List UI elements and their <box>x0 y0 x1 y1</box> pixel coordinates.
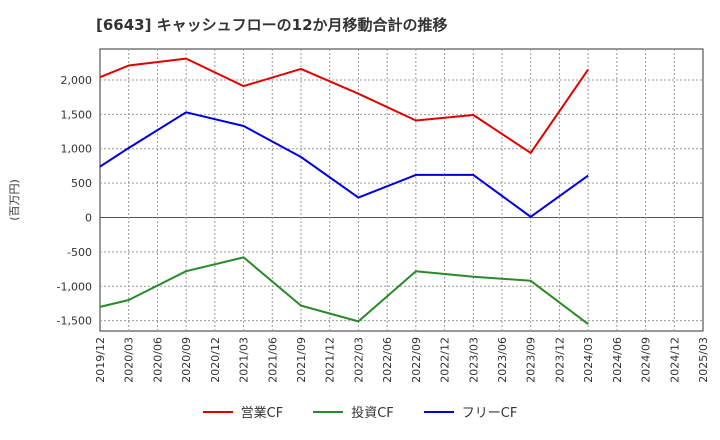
legend-label: 営業CF <box>240 406 284 421</box>
legend-swatch <box>313 410 344 413</box>
x-tick-label: 2022/12 <box>439 337 452 383</box>
x-tick-label: 2021/12 <box>324 337 337 383</box>
legend-item-0: 営業CF <box>202 402 284 421</box>
x-tick-label: 2023/03 <box>467 337 480 383</box>
series-line-2 <box>99 111 589 218</box>
y-tick-label: 0 <box>85 212 92 225</box>
x-tick-label: 2024/03 <box>582 337 595 383</box>
legend-item-1: 投資CF <box>313 402 394 421</box>
series-line-0 <box>99 57 589 154</box>
x-tick-label: 2024/06 <box>611 337 624 383</box>
legend-item-2: フリーCF <box>423 402 518 421</box>
x-tick-label: 2024/12 <box>668 337 681 383</box>
plot-area <box>99 48 704 332</box>
x-tick-label: 2022/03 <box>352 337 365 383</box>
chart-title: [6643] キャッシュフローの12か月移動合計の推移 <box>96 16 448 34</box>
series-line-1 <box>99 256 589 325</box>
y-tick-label: -1,000 <box>57 280 92 293</box>
legend-label: 投資CF <box>351 406 394 421</box>
y-axis-ticks: 2,000 1,500 1,000 500 0 -500 -1,000 -1,500 <box>57 74 92 328</box>
x-tick-label: 2021/03 <box>238 337 251 383</box>
x-tick-label: 2020/03 <box>123 337 136 383</box>
x-tick-label: 2022/09 <box>410 337 423 383</box>
x-tick-label: 2020/09 <box>180 337 193 383</box>
y-tick-label: 2,000 <box>61 74 93 87</box>
x-tick-label: 2025/03 <box>697 337 710 383</box>
x-tick-label: 2021/06 <box>266 337 279 383</box>
y-axis-label: (百万円) <box>8 179 21 221</box>
series-lines <box>99 57 589 325</box>
x-tick-label: 2019/12 <box>94 337 107 383</box>
x-tick-label: 2022/06 <box>381 337 394 383</box>
x-axis-ticks: 2019/12 2020/03 2020/06 2020/09 2020/12 2021/… <box>94 337 710 383</box>
x-tick-label: 2024/09 <box>640 337 653 383</box>
x-tick-label: 2023/12 <box>553 337 566 383</box>
x-tick-label: 2020/06 <box>151 337 164 383</box>
x-tick-label: 2020/12 <box>209 337 222 383</box>
legend: 営業CF 投資CF フリーCF <box>0 402 720 421</box>
y-tick-label: 1,500 <box>61 108 93 121</box>
legend-swatch <box>423 410 454 413</box>
y-tick-label: -1,500 <box>57 315 92 328</box>
y-tick-label: 500 <box>71 177 92 190</box>
legend-swatch <box>202 410 233 413</box>
legend-label: フリーCF <box>461 406 518 421</box>
x-tick-label: 2023/09 <box>525 337 538 383</box>
y-tick-label: 1,000 <box>61 143 93 156</box>
x-tick-label: 2023/06 <box>496 337 509 383</box>
grid-lines <box>100 49 703 331</box>
y-tick-label: -500 <box>67 246 92 259</box>
x-tick-label: 2021/09 <box>295 337 308 383</box>
